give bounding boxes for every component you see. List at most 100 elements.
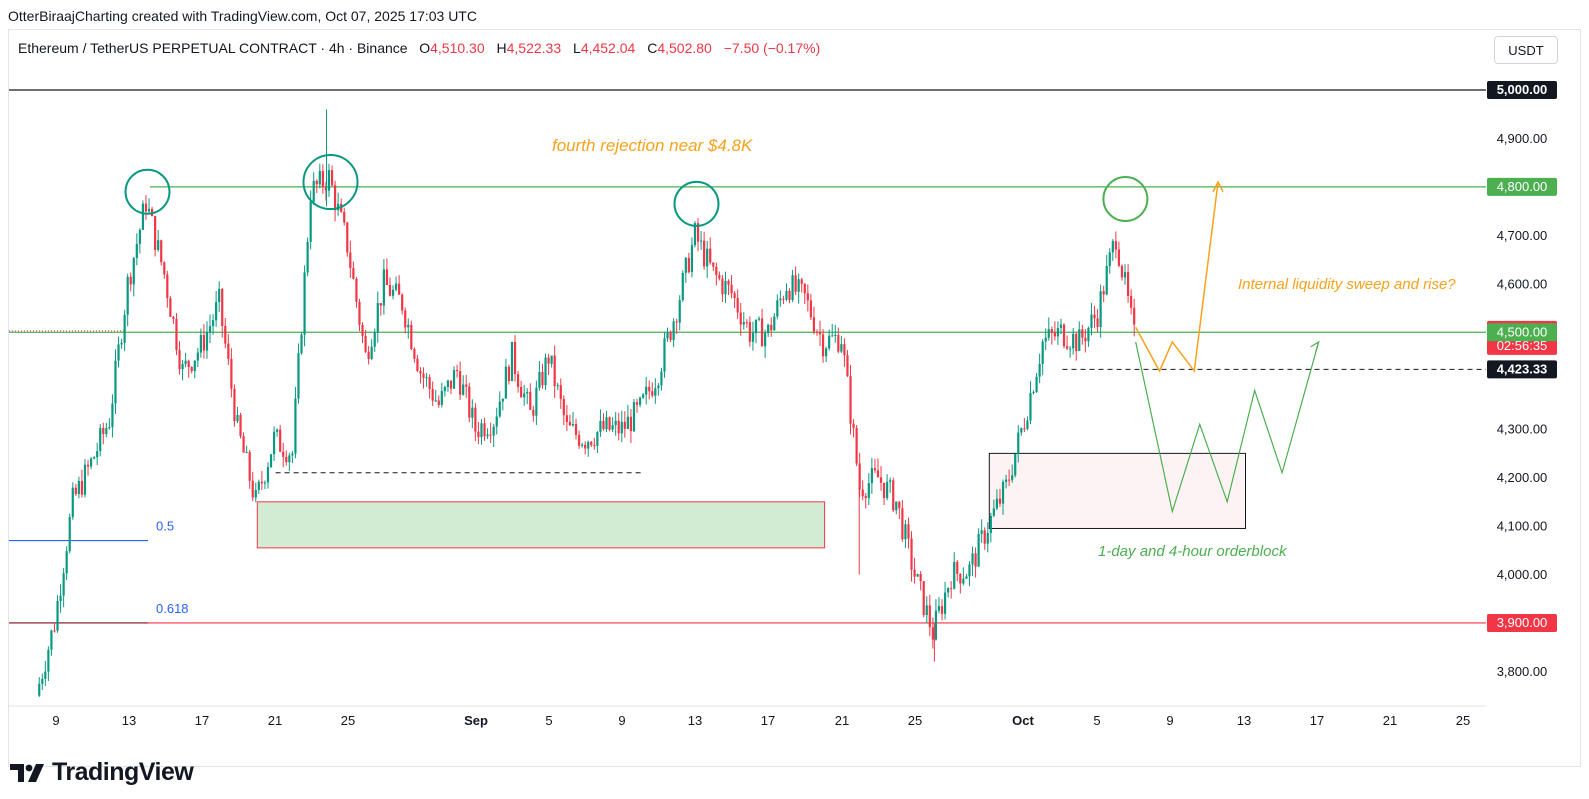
candle-body [1041,341,1044,364]
candle-body [937,606,941,611]
time-axis-tick: 25 [1456,713,1470,728]
currency-unit-button[interactable]: USDT [1494,36,1558,64]
candle-body [428,377,431,389]
candle-body [947,588,950,593]
candle-body [175,318,178,351]
candle-body [602,420,605,430]
candle-body [172,316,175,319]
candle-body [794,275,797,292]
rejection-circle-1 [302,154,359,211]
candle-body [272,431,276,455]
candle-body [916,574,919,577]
price-axis-tick: 4,700.00 [1497,228,1548,243]
candle-body [516,374,520,387]
candle-body [581,444,584,446]
candle-body [1035,376,1038,393]
candle-body [1114,241,1117,250]
fib-label-0: 0.5 [156,519,174,534]
candle-body [748,322,751,342]
candle-body [962,578,965,584]
candle-body [141,203,145,230]
candle-body [1004,479,1008,482]
candle-body [468,386,471,418]
candle-body [1096,318,1099,327]
candle-body [645,386,648,395]
candle-body [163,262,166,275]
candle-body [306,241,309,273]
candle-body [358,301,361,325]
candle-body [797,279,800,292]
candle-body [782,298,785,300]
candle-body [138,229,141,244]
candle-body [1044,337,1047,342]
candle-body [266,467,270,483]
candle-body [849,376,852,424]
candle-body [440,391,443,406]
candle-body [651,391,654,396]
low-label: L [573,40,581,56]
time-axis-tick: 9 [1166,713,1173,728]
candle-body [879,477,883,483]
candle-body [587,441,590,449]
candle-body [1105,266,1108,295]
candle-body [501,398,504,402]
candle-body [56,601,59,631]
candle-body [642,394,645,398]
candle-body [611,425,614,430]
annotation-rejection: fourth rejection near $4.8K [552,136,753,155]
candle-body [114,360,117,404]
candle-body [80,480,84,495]
candle-body [498,401,501,417]
candle-body [654,388,657,396]
candle-body [483,423,486,437]
candle-body [190,367,193,372]
price-chart[interactable]: 0.5 0.618 fourth rejection near $4.8K Inter… [0,0,1589,760]
candle-body [257,481,260,490]
candle-body [672,321,675,340]
candle-body [657,385,660,389]
candle-body [556,385,559,387]
candle-body [745,322,748,324]
rejection-circle-0 [124,168,171,215]
candle-body [459,371,462,395]
candle-body [419,370,422,374]
candle-body [675,321,678,323]
candle-body [425,377,428,379]
symbol-title[interactable]: Ethereum / TetherUS PERPETUAL CONTRACT ·… [18,40,408,56]
candle-body [1117,249,1121,266]
candle-body [202,334,206,351]
candle-body [263,482,267,484]
candle-body [1023,428,1026,430]
candle-body [568,421,572,426]
candle-body [77,480,80,494]
candle-body [413,349,416,359]
projection-path-green [1135,341,1320,514]
candle-body [245,452,248,454]
candle-body [1020,428,1023,433]
price-axis-tick: 4,300.00 [1497,422,1548,437]
candle-body [864,496,867,499]
candle-body [437,400,440,406]
time-axis-tick: Oct [1012,713,1034,728]
candle-body [712,262,715,267]
candle-body [291,453,294,456]
candle-body [111,403,114,428]
candle-body [608,417,611,430]
candle-body [562,399,565,416]
candle-body [882,482,886,499]
candle-body [995,498,999,509]
candle-body [492,426,495,436]
candle-body [215,302,218,321]
candle-body [269,454,273,468]
candle-body [1014,453,1017,476]
candle-body [632,402,636,432]
candle-body [834,334,837,336]
candle-body [83,464,87,495]
time-axis-tick: 9 [52,713,59,728]
candle-body [919,574,922,582]
candle-body [1017,432,1020,454]
candle-body [559,385,562,400]
candle-body [571,424,575,426]
candle-body [953,561,956,589]
candle-body [523,393,526,398]
